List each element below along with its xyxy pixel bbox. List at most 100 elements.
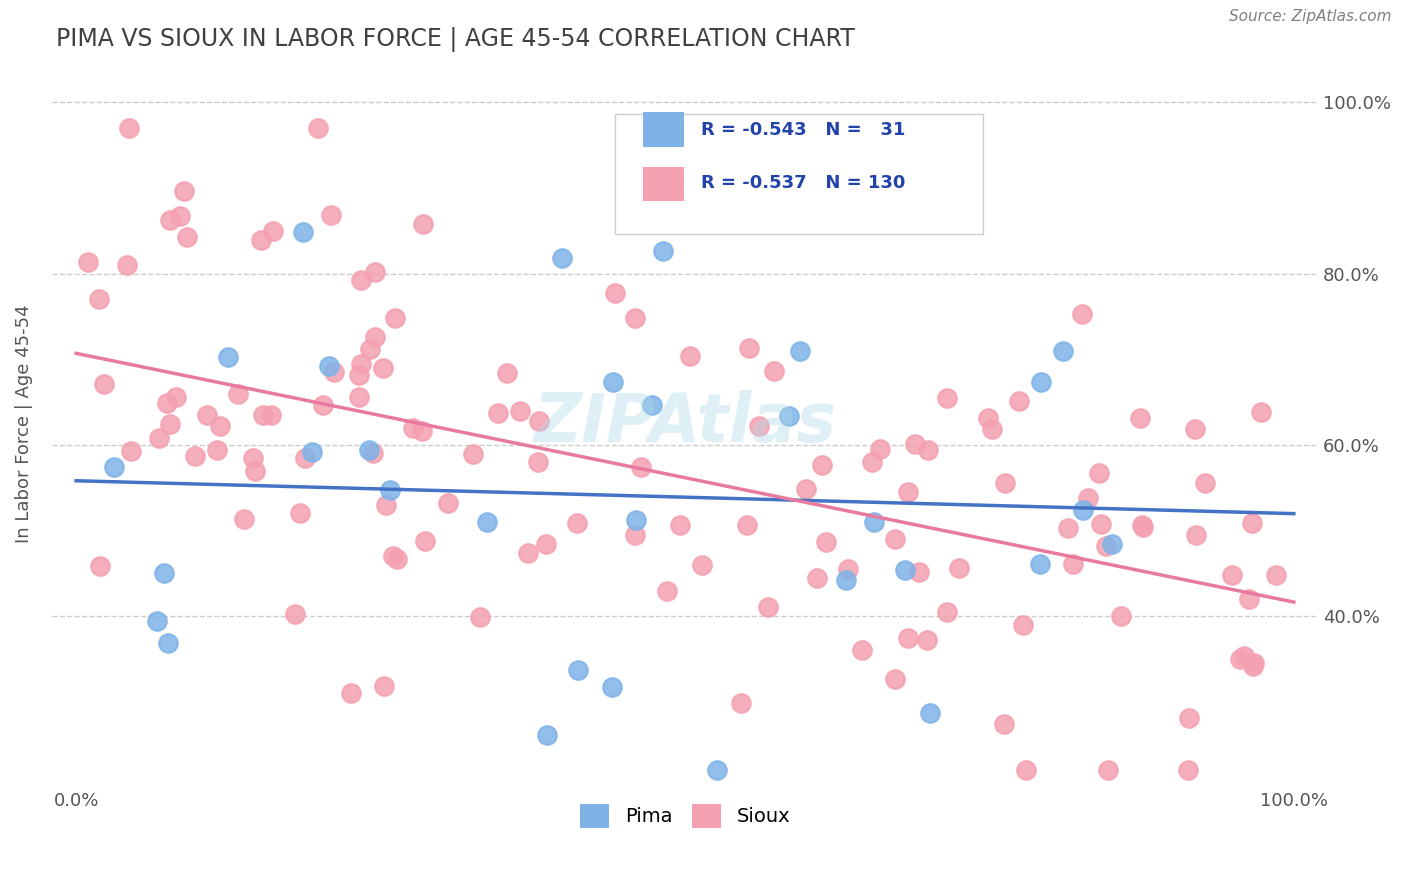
Point <box>359 443 381 458</box>
Text: Source: ZipAtlas.com: Source: ZipAtlas.com <box>1229 9 1392 24</box>
Point <box>1222 567 1244 582</box>
Point <box>977 410 1000 425</box>
Point <box>148 431 170 445</box>
Point <box>350 273 373 287</box>
Point <box>87 292 110 306</box>
Point <box>1015 763 1038 777</box>
Point <box>176 230 198 244</box>
Point <box>897 631 920 645</box>
Point <box>655 583 678 598</box>
Point <box>690 558 713 572</box>
Point <box>173 184 195 198</box>
Point <box>778 409 800 423</box>
Point <box>347 390 370 404</box>
Point <box>935 391 957 405</box>
Point <box>378 483 401 497</box>
Point <box>835 573 858 587</box>
Point <box>288 506 311 520</box>
Point <box>1239 592 1261 607</box>
Point <box>373 679 395 693</box>
Point <box>159 417 181 431</box>
FancyBboxPatch shape <box>616 114 983 235</box>
Point <box>526 455 548 469</box>
Point <box>948 561 970 575</box>
Point <box>120 443 142 458</box>
Point <box>169 209 191 223</box>
Point <box>243 464 266 478</box>
Point <box>1090 516 1112 531</box>
Legend: Pima, Sioux: Pima, Sioux <box>572 797 797 836</box>
Point <box>103 459 125 474</box>
Text: R = -0.537   N = 130: R = -0.537 N = 130 <box>702 174 905 193</box>
Point <box>463 447 485 461</box>
Point <box>1012 617 1035 632</box>
Point <box>375 498 398 512</box>
Point <box>488 406 510 420</box>
Point <box>437 496 460 510</box>
Point <box>883 673 905 687</box>
Point <box>509 404 531 418</box>
Point <box>387 551 409 566</box>
Point <box>1057 521 1080 535</box>
Point <box>1241 516 1264 530</box>
Y-axis label: In Labor Force | Age 45-54: In Labor Force | Age 45-54 <box>15 304 32 542</box>
Point <box>551 252 574 266</box>
Point <box>527 414 550 428</box>
Point <box>706 763 728 777</box>
Point <box>205 443 228 458</box>
Point <box>359 342 381 356</box>
Point <box>384 311 406 326</box>
Point <box>904 436 927 450</box>
Point <box>1062 557 1084 571</box>
Point <box>412 217 434 231</box>
Point <box>917 443 939 458</box>
Point <box>1194 475 1216 490</box>
Point <box>468 610 491 624</box>
Point <box>159 212 181 227</box>
Bar <box>643 112 683 147</box>
Point <box>1178 711 1201 725</box>
Point <box>1052 343 1074 358</box>
Text: PIMA VS SIOUX IN LABOR FORCE | AGE 45-54 CORRELATION CHART: PIMA VS SIOUX IN LABOR FORCE | AGE 45-54… <box>56 27 855 52</box>
Point <box>217 350 239 364</box>
Point <box>115 258 138 272</box>
Point <box>350 357 373 371</box>
Point <box>232 512 254 526</box>
Point <box>980 422 1002 436</box>
Point <box>195 408 218 422</box>
Point <box>565 516 588 531</box>
Point <box>477 516 499 530</box>
Point <box>993 716 1015 731</box>
Point <box>242 451 264 466</box>
Point <box>897 485 920 500</box>
Point <box>318 359 340 374</box>
Point <box>626 512 648 526</box>
Point <box>209 419 232 434</box>
Point <box>301 445 323 459</box>
Point <box>1250 405 1272 419</box>
Point <box>668 517 690 532</box>
Point <box>1264 568 1286 582</box>
Point <box>93 377 115 392</box>
Point <box>349 368 371 383</box>
Point <box>157 636 180 650</box>
Point <box>1101 537 1123 551</box>
Point <box>994 475 1017 490</box>
Point <box>756 599 779 614</box>
Point <box>361 446 384 460</box>
Point <box>226 386 249 401</box>
Point <box>651 244 673 258</box>
Point <box>1071 307 1094 321</box>
Point <box>811 458 834 472</box>
Point <box>1184 422 1206 436</box>
Point <box>623 311 645 326</box>
Point <box>413 533 436 548</box>
Point <box>156 395 179 409</box>
Point <box>738 341 761 355</box>
Point <box>183 449 205 463</box>
Point <box>806 571 828 585</box>
Text: ZIPAtlas: ZIPAtlas <box>533 391 837 457</box>
Point <box>641 398 664 412</box>
Text: R = -0.543   N =   31: R = -0.543 N = 31 <box>702 121 905 139</box>
Point <box>382 549 405 564</box>
